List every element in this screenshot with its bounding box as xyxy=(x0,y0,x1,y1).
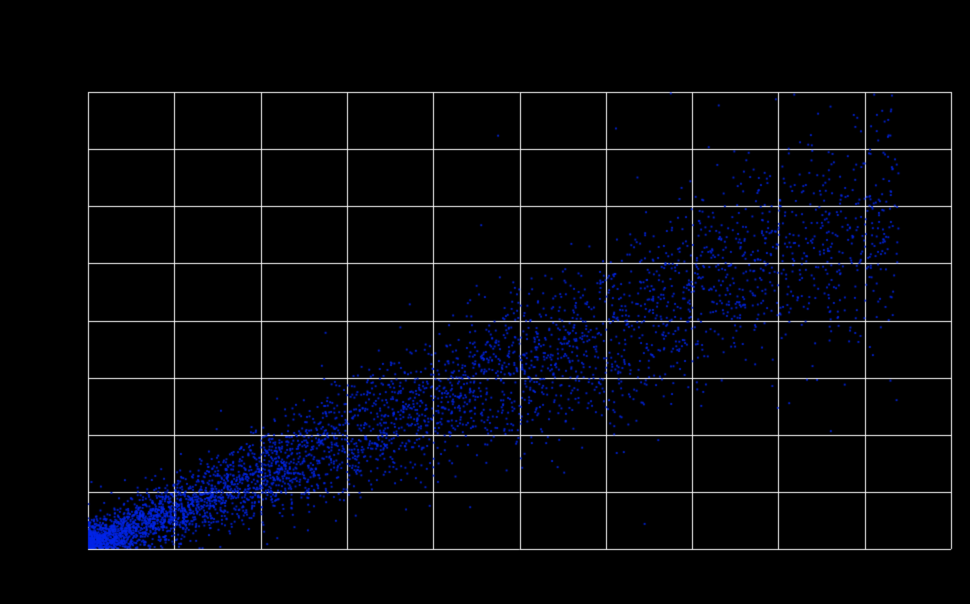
scatter-canvas xyxy=(0,0,970,604)
scatter-chart xyxy=(0,0,970,604)
